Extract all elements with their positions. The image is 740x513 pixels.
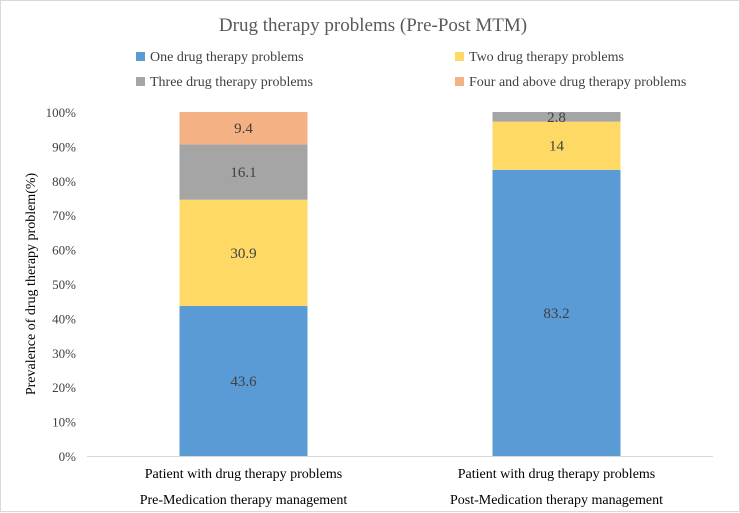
y-tick-label: 40% — [52, 311, 76, 326]
y-tick-label: 60% — [52, 243, 76, 258]
y-tick-label: 10% — [52, 415, 76, 430]
bar-segment — [179, 199, 308, 307]
legend-label-3: Three drug therapy problems — [150, 75, 313, 90]
chart-title: Drug therapy problems (Pre-Post MTM) — [219, 15, 527, 36]
legend-swatch-4 — [455, 77, 464, 86]
bars: 43.6 30.9 16.1 9.4 83.2 14 2.8 — [179, 110, 621, 457]
bar-segment — [492, 169, 621, 457]
legend-swatch-3 — [136, 77, 145, 86]
data-label: 14 — [549, 139, 565, 155]
x-category-label: Pre-Medication therapy management — [140, 493, 348, 508]
y-tick-label: 90% — [52, 139, 76, 154]
data-label: 30.9 — [230, 246, 256, 262]
y-tick-label: 80% — [52, 174, 76, 189]
axes: 0% 10% 20% 30% 40% 50% 60% 70% 80% 90% 100% Patient… — [46, 105, 713, 508]
bar-segment — [179, 112, 308, 145]
y-axis-label: Prevalence of drug therapy problem(%) — [24, 172, 39, 395]
data-label: 16.1 — [230, 165, 256, 181]
y-tick-label: 50% — [52, 277, 76, 292]
data-label: 2.8 — [547, 110, 566, 126]
y-tick-label: 0% — [59, 449, 77, 464]
legend-label-2: Two drug therapy problems — [469, 50, 624, 65]
x-category-label: Patient with drug therapy problems — [458, 467, 656, 482]
data-label: 83.2 — [543, 306, 569, 322]
y-tick-label: 20% — [52, 380, 76, 395]
y-tick-label: 70% — [52, 208, 76, 223]
x-category-label: Patient with drug therapy problems — [145, 467, 343, 482]
data-label: 9.4 — [234, 121, 253, 137]
bar-segment — [492, 121, 621, 170]
y-tick-label: 100% — [46, 105, 77, 120]
x-category-label: Post-Medication therapy management — [450, 493, 663, 508]
legend: One drug therapy problems Two drug therap… — [136, 50, 686, 90]
bar-segment — [179, 144, 308, 200]
legend-label-1: One drug therapy problems — [150, 50, 304, 65]
data-label: 43.6 — [230, 374, 257, 390]
bar-segment — [492, 112, 621, 122]
y-tick-label: 30% — [52, 346, 76, 361]
legend-swatch-1 — [136, 52, 145, 61]
legend-swatch-2 — [455, 52, 464, 61]
bar-segment — [179, 306, 308, 456]
legend-label-4: Four and above drug therapy problems — [469, 75, 686, 90]
